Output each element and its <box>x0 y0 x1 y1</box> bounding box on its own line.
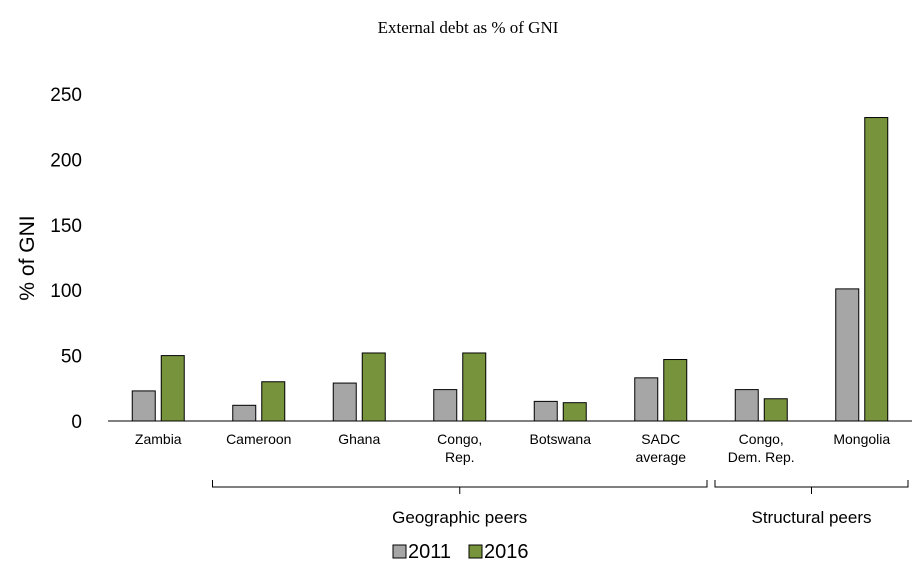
bar-2011 <box>433 389 458 422</box>
x-tick-label-line: Botswana <box>530 431 592 447</box>
x-tick-label-line: Dem. Rep. <box>728 449 795 465</box>
x-tick-label: Mongolia <box>833 431 890 447</box>
x-tick-label-line: Congo, <box>739 431 784 447</box>
x-tick-label-line: Ghana <box>338 431 380 447</box>
x-tick-label: Cameroon <box>226 431 291 447</box>
group-bracket <box>714 480 909 494</box>
x-tick-label-line: Congo, <box>437 431 482 447</box>
x-tick-label: SADC average <box>635 431 686 465</box>
x-tick-label-line: Zambia <box>135 431 182 447</box>
category-groups: Geographic peers Structural peers <box>212 480 909 527</box>
bars <box>131 117 889 422</box>
x-axis: Zambia Cameroon Ghana Congo, Rep. Botswana SAD… <box>108 420 912 465</box>
legend-swatch-2011 <box>392 544 407 559</box>
y-tick-label: 50 <box>61 347 82 368</box>
legend-swatch-2016 <box>468 544 483 559</box>
bar-2016 <box>763 398 788 422</box>
y-tick-label: 150 <box>50 216 82 237</box>
bar-2016 <box>663 359 688 422</box>
x-tick-label-line: SADC <box>641 431 680 447</box>
x-tick-label: Ghana <box>338 431 380 447</box>
legend: 2011 2016 <box>392 541 529 563</box>
bar-2011 <box>232 404 257 422</box>
legend-label: 2011 <box>408 541 451 563</box>
bar-2011 <box>734 389 759 422</box>
y-axis-label: % of GNI <box>16 215 39 300</box>
group-bracket <box>212 480 708 494</box>
bar-2016 <box>864 117 889 422</box>
x-tick-label-line: Rep. <box>445 449 475 465</box>
x-tick-label-line: average <box>635 449 686 465</box>
x-tick-label: Botswana <box>530 431 592 447</box>
y-tick-label: 100 <box>50 281 82 302</box>
bar-2011 <box>533 400 558 422</box>
y-tick-label: 0 <box>71 412 82 433</box>
bar-2011 <box>634 377 659 422</box>
bar-2016 <box>361 352 386 422</box>
bar-2016 <box>562 402 587 422</box>
y-tick-label: 250 <box>50 85 82 106</box>
x-tick-label: Congo, Rep. <box>437 431 482 465</box>
y-axis: 0 50 100 150 200 250 <box>50 85 82 433</box>
x-tick-label: Congo, Dem. Rep. <box>728 431 795 465</box>
group-label: Structural peers <box>752 508 872 527</box>
chart-title: External debt as % of GNI <box>378 18 559 37</box>
x-tick-label-line: Cameroon <box>226 431 291 447</box>
bar-2011 <box>131 390 156 422</box>
x-tick-label: Zambia <box>135 431 182 447</box>
bar-2011 <box>835 288 860 422</box>
bar-2016 <box>261 381 286 422</box>
bar-2011 <box>332 382 357 422</box>
bar-2016 <box>462 352 487 422</box>
bar-2016 <box>160 355 185 422</box>
legend-label: 2016 <box>484 541 529 563</box>
group-label: Geographic peers <box>392 508 527 527</box>
x-tick-label-line: Mongolia <box>833 431 890 447</box>
y-tick-label: 200 <box>50 150 82 171</box>
